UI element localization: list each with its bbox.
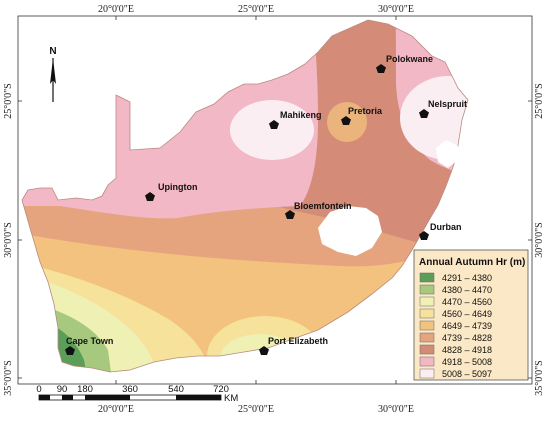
- legend-range-6: 4739 – 4828: [442, 333, 492, 343]
- right-lat-label-30: 30°0'0"S: [534, 222, 545, 257]
- right-lat-label-35: 35°0'0"S: [534, 360, 545, 395]
- scale-bar: 0 90 180 360 540 720 KM: [36, 384, 238, 404]
- scale-unit: KM: [224, 393, 238, 404]
- scale-tick-540: 540: [168, 384, 184, 395]
- legend-range-9: 5008 – 5097: [442, 369, 492, 379]
- legend-swatch-5: [419, 320, 435, 331]
- legend-title: Annual Autumn Hr (m): [419, 257, 525, 268]
- city-label-nelspruit: Nelspruit: [428, 99, 467, 109]
- legend-range-4: 4560 – 4649: [442, 309, 492, 319]
- city-label-bloemfontein: Bloemfontein: [294, 201, 352, 211]
- top-lon-label-30: 30°0'0"E: [378, 4, 414, 15]
- city-pretoria: Pretoria: [341, 106, 383, 125]
- bottom-lon-label-25: 25°0'0"E: [238, 404, 274, 415]
- swaziland-gap: [436, 140, 458, 168]
- svg-text:N: N: [49, 46, 56, 57]
- top-lon-label-25: 25°0'0"E: [238, 4, 274, 15]
- lesotho-gap: [318, 206, 382, 256]
- legend-range-8: 4918 – 5008: [442, 357, 492, 367]
- legend-swatch-4: [419, 308, 435, 319]
- city-label-mahikeng: Mahikeng: [280, 110, 322, 120]
- legend-swatch-7: [419, 344, 435, 355]
- left-lat-label-25: 25°0'0"S: [3, 83, 14, 118]
- city-label-durban: Durban: [430, 222, 462, 232]
- city-durban: Durban: [419, 222, 462, 240]
- bottom-lon-label-20: 20°0'0"E: [98, 404, 134, 415]
- north-arrow-icon: N: [49, 46, 57, 102]
- legend-range-2: 4380 – 4470: [442, 285, 492, 295]
- legend-swatch-1: [419, 272, 435, 283]
- legend-swatch-3: [419, 296, 435, 307]
- city-label-cape-town: Cape Town: [66, 336, 113, 346]
- city-mahikeng: Mahikeng: [269, 110, 322, 129]
- scale-tick-360: 360: [122, 384, 138, 395]
- top-lon-label-20: 20°0'0"E: [98, 4, 134, 15]
- left-lat-label-35: 35°0'0"S: [3, 360, 14, 395]
- scale-tick-90: 90: [57, 384, 68, 395]
- city-nelspruit: Nelspruit: [419, 99, 467, 118]
- city-polokwane: Polokwane: [376, 54, 433, 73]
- legend-range-7: 4828 – 4918: [442, 345, 492, 355]
- right-lat-label-25: 25°0'0"S: [534, 83, 545, 118]
- scale-tick-180: 180: [77, 384, 93, 395]
- legend-range-5: 4649 – 4739: [442, 321, 492, 331]
- city-label-polokwane: Polokwane: [386, 54, 433, 64]
- city-port-elizabeth: Port Elizabeth: [259, 336, 328, 355]
- bottom-lon-label-30: 30°0'0"E: [378, 404, 414, 415]
- legend-swatch-6: [419, 332, 435, 343]
- left-lat-label-30: 30°0'0"S: [3, 222, 14, 257]
- legend-swatch-2: [419, 284, 435, 295]
- legend: Annual Autumn Hr (m) 4291 – 4380 4380 – 4…: [413, 249, 529, 381]
- city-label-upington: Upington: [158, 182, 198, 192]
- city-bloemfontein: Bloemfontein: [285, 201, 352, 219]
- legend-range-1: 4291 – 4380: [442, 273, 492, 283]
- scale-tick-720: 720: [213, 384, 229, 395]
- legend-range-3: 4470 – 4560: [442, 297, 492, 307]
- legend-swatch-8: [419, 356, 435, 367]
- city-label-pretoria: Pretoria: [348, 106, 383, 116]
- legend-swatch-9: [419, 368, 435, 379]
- city-upington: Upington: [145, 182, 198, 201]
- city-label-port-elizabeth: Port Elizabeth: [268, 336, 328, 346]
- city-cape-town: Cape Town: [65, 336, 113, 355]
- scale-tick-0: 0: [36, 384, 41, 395]
